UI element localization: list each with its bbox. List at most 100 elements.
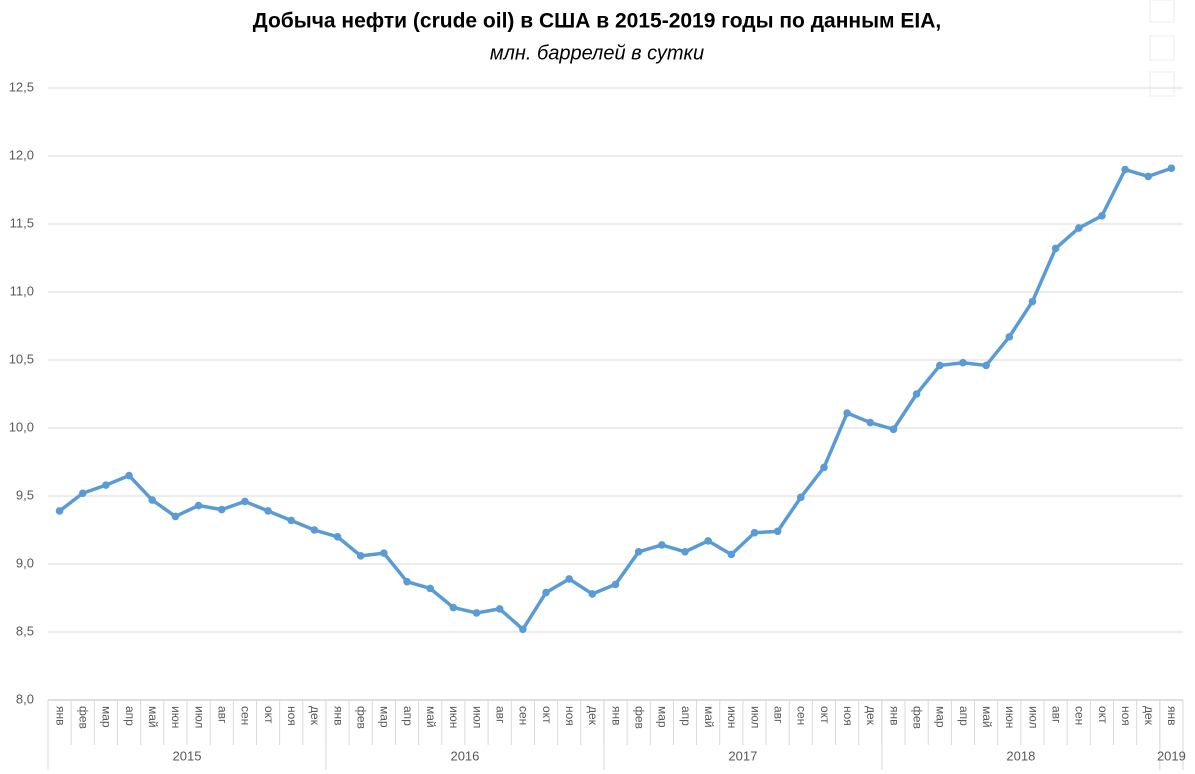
x-tick-label: авг	[1049, 706, 1063, 724]
data-point	[634, 547, 643, 556]
x-tick-label: янв	[331, 706, 345, 726]
data-point	[1028, 297, 1037, 306]
data-point	[449, 603, 458, 612]
x-tick-label: мар	[100, 706, 114, 728]
data-point	[727, 550, 736, 559]
x-tick-label: сен	[1073, 706, 1087, 725]
data-point	[912, 390, 921, 398]
x-tick-label: авг	[771, 706, 785, 724]
data-point	[658, 541, 666, 549]
data-point	[380, 549, 388, 557]
y-tick-label: 9,5	[16, 487, 34, 502]
data-point	[681, 547, 689, 556]
data-point	[820, 463, 828, 472]
y-tick-label: 9,0	[16, 555, 34, 570]
x-tick-label: апр	[123, 706, 137, 726]
x-tick-label: дек	[586, 706, 600, 726]
data-point	[1144, 172, 1153, 181]
x-tick-label: дек	[864, 706, 878, 726]
add-element-button[interactable]	[1149, 0, 1175, 23]
y-tick-label: 10,5	[9, 351, 34, 366]
data-point	[102, 481, 110, 489]
chart-style-button[interactable]	[1149, 35, 1175, 61]
chart-tools[interactable]	[1149, 0, 1175, 97]
x-tick-label: фев	[632, 706, 646, 729]
data-point	[171, 512, 180, 521]
x-tick-label: сен	[517, 706, 531, 725]
data-point	[148, 496, 157, 504]
data-point	[542, 588, 550, 597]
x-tick-label: янв	[1165, 706, 1179, 726]
x-tick-label: окт	[540, 706, 554, 724]
x-tick-label: фев	[77, 706, 91, 729]
group-label: 2016	[450, 748, 479, 763]
data-point	[125, 471, 133, 480]
group-label: 2019	[1157, 748, 1186, 763]
x-tick-label: июн	[1003, 706, 1017, 728]
chart-filter-button[interactable]	[1149, 71, 1175, 97]
x-tick-label: фев	[355, 706, 369, 729]
x-tick-label: июл	[1026, 706, 1040, 728]
x-tick-label: июл	[470, 706, 484, 728]
x-tick-label: авг	[494, 706, 508, 724]
x-tick-label: апр	[679, 706, 693, 726]
data-point	[797, 493, 805, 502]
data-point	[472, 609, 481, 617]
x-tick-label: мар	[934, 706, 948, 728]
data-point	[1167, 164, 1176, 173]
data-point	[217, 505, 226, 514]
data-point	[1098, 212, 1106, 220]
data-point	[889, 425, 898, 434]
chart-subtitle: млн. баррелей в сутки	[490, 42, 704, 64]
y-tick-label: 11,5	[10, 215, 34, 230]
data-point	[588, 590, 597, 598]
group-label: 2015	[173, 748, 202, 763]
data-point	[1074, 224, 1083, 232]
data-point	[426, 584, 434, 593]
x-tick-label: июл	[192, 706, 206, 728]
x-tick-label: май	[980, 706, 994, 728]
y-tick-label: 8,0	[16, 691, 34, 706]
data-point	[611, 580, 620, 589]
x-tick-label: мар	[378, 706, 392, 728]
x-tick-label: июл	[748, 706, 762, 728]
x-tick-label: окт	[1096, 706, 1110, 724]
data-point	[1005, 333, 1014, 341]
y-tick-label: 8,5	[16, 623, 34, 638]
data-point	[773, 527, 782, 536]
group-label: 2017	[728, 748, 757, 763]
x-tick-label: окт	[262, 706, 276, 724]
x-tick-label: сен	[795, 706, 809, 725]
data-point	[750, 528, 759, 537]
data-point	[866, 418, 875, 427]
x-tick-label: апр	[401, 706, 415, 726]
x-tick-label: авг	[216, 706, 230, 724]
x-tick-label: янв	[53, 706, 67, 726]
y-tick-label: 11,0	[10, 283, 34, 298]
x-tick-label: янв	[609, 706, 623, 726]
x-tick-label: июн	[447, 706, 461, 728]
data-point	[565, 575, 573, 583]
data-point	[935, 361, 944, 370]
data-point	[55, 507, 64, 515]
x-tick-label: дек	[308, 706, 322, 726]
x-tick-label: фев	[910, 706, 924, 729]
y-tick-label: 12,5	[9, 79, 34, 94]
data-point	[287, 516, 296, 525]
group-label: 2018	[1006, 748, 1035, 763]
x-tick-label: дек	[1142, 706, 1156, 726]
data-point	[356, 552, 365, 560]
data-line	[58, 166, 1173, 632]
data-point	[333, 533, 342, 541]
x-tick-label: ноя	[563, 706, 577, 726]
x-tick-label: май	[702, 706, 716, 728]
chart-title: Добыча нефти (crude oil) в США в 2015-20…	[253, 10, 942, 33]
x-tick-label: май	[146, 706, 160, 728]
data-point	[704, 537, 712, 545]
x-tick-label: окт	[818, 706, 832, 724]
data-point	[495, 605, 504, 613]
data-point	[982, 361, 990, 370]
x-tick-label: ноя	[841, 706, 855, 726]
